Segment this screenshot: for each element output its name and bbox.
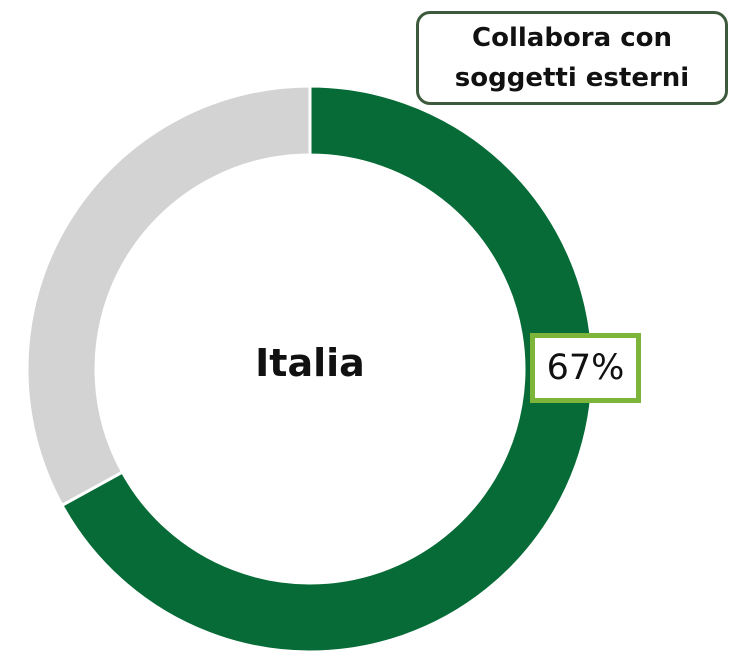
slice-primary (59, 84, 595, 653)
chart-title-text: Collabora con soggetti esterni (454, 23, 690, 93)
data-label-primary: 67% (530, 333, 641, 403)
center-label: Italia (255, 341, 365, 385)
chart-title: Collabora con soggetti esterni (416, 11, 728, 105)
data-label-text: 67% (546, 348, 625, 388)
slice-remainder (25, 84, 312, 508)
